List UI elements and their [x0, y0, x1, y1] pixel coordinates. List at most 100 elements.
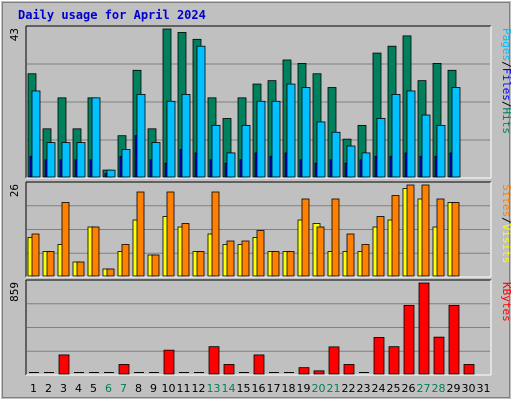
bar-pages-day-22	[346, 145, 356, 178]
day-label-28: 28	[432, 382, 446, 395]
bar-pages-day-28	[436, 124, 446, 178]
bar-kbytes-day-6	[104, 372, 114, 373]
bar-sites-day-21	[331, 198, 340, 277]
bar-kbytes-day-4	[74, 372, 84, 373]
x-axis-labels: 1 2 3 4 5 6 7 8 9 10 11 12 13 14 15 16 17 18 19 20 21 22 23 24 2…	[30, 382, 491, 395]
y-max-label: 26	[8, 184, 21, 197]
bar-kbytes-day-29	[448, 304, 460, 375]
legend-entry: /	[500, 217, 512, 224]
bar-sites-day-24	[376, 216, 385, 277]
bar-sites-day-5	[91, 226, 100, 277]
bar-kbytes-day-25	[388, 346, 400, 375]
bar-kbytes-day-18	[284, 372, 294, 373]
day-label-17: 17	[267, 382, 281, 395]
day-label-7: 7	[120, 382, 127, 395]
panel-legend: KBytes	[500, 282, 512, 322]
bar-kbytes-day-20	[313, 370, 325, 375]
bar-kbytes-day-1	[29, 372, 39, 373]
bar-kbytes-day-12	[194, 372, 204, 373]
day-label-4: 4	[75, 382, 82, 395]
day-label-31: 31	[477, 382, 491, 395]
legend-entry: Files	[500, 68, 512, 101]
bar-sites-day-26	[406, 184, 415, 277]
day-label-1: 1	[30, 382, 37, 395]
bar-kbytes-day-30	[463, 364, 475, 375]
day-label-5: 5	[90, 382, 97, 395]
bar-kbytes-day-27	[418, 282, 430, 375]
bar-kbytes-day-8	[134, 372, 144, 373]
bar-sites-day-23	[361, 244, 370, 277]
day-label-23: 23	[357, 382, 371, 395]
bar-pages-day-5	[91, 97, 101, 178]
day-label-13: 13	[207, 382, 221, 395]
bar-sites-day-2	[46, 251, 55, 277]
bar-sites-day-29	[451, 202, 460, 277]
day-label-6: 6	[105, 382, 112, 395]
day-label-24: 24	[372, 382, 386, 395]
series-kbytes	[29, 282, 475, 375]
bar-kbytes-day-23	[359, 372, 369, 373]
bar-kbytes-day-5	[89, 372, 99, 373]
bar-sites-day-7	[121, 244, 130, 277]
day-label-20: 20	[312, 382, 326, 395]
bar-pages-day-24	[376, 118, 386, 178]
panel-legend: Pages/Files/Hits	[500, 28, 512, 134]
bar-sites-day-13	[211, 191, 220, 277]
legend-entry: Hits	[500, 108, 512, 135]
legend-entry: Pages	[500, 28, 512, 61]
bar-kbytes-day-9	[149, 372, 159, 373]
bar-kbytes-day-26	[403, 304, 415, 375]
bar-kbytes-day-11	[179, 372, 189, 373]
legend-entry: KBytes	[500, 282, 512, 322]
bar-pages-day-23	[361, 152, 371, 178]
bar-pages-day-10	[166, 100, 176, 178]
bar-kbytes-day-24	[373, 337, 385, 375]
bar-kbytes-day-7	[118, 364, 130, 375]
bar-pages-day-7	[121, 149, 131, 178]
bar-sites-day-27	[421, 184, 430, 277]
bar-kbytes-day-19	[298, 367, 310, 375]
bar-kbytes-day-28	[433, 336, 445, 375]
bar-pages-day-21	[331, 131, 341, 178]
bar-sites-day-17	[271, 251, 280, 277]
day-label-30: 30	[462, 382, 476, 395]
legend-entry: Visits	[500, 224, 512, 264]
bar-kbytes-day-10	[163, 349, 175, 375]
bar-sites-day-11	[181, 223, 190, 277]
series-pages	[31, 45, 461, 178]
bar-kbytes-day-2	[44, 372, 54, 373]
bar-pages-day-9	[151, 142, 161, 178]
bar-pages-day-26	[406, 90, 416, 178]
series-sites	[31, 184, 460, 277]
bar-sites-day-28	[436, 198, 445, 277]
day-label-21: 21	[327, 382, 341, 395]
day-label-26: 26	[402, 382, 416, 395]
day-label-9: 9	[150, 382, 157, 395]
bar-pages-day-2	[46, 142, 56, 178]
bar-pages-day-13	[211, 124, 221, 178]
bar-pages-day-3	[61, 142, 71, 178]
legend-entry: Sites	[500, 184, 512, 217]
chart-title: Daily usage for April 2024	[18, 8, 206, 22]
day-label-2: 2	[45, 382, 52, 395]
bar-pages-day-16	[256, 100, 266, 178]
bar-sites-day-4	[76, 261, 85, 277]
day-label-22: 22	[342, 382, 356, 395]
y-max-label: 43	[8, 28, 21, 41]
day-label-15: 15	[237, 382, 251, 395]
day-label-12: 12	[192, 382, 206, 395]
legend-entry: /	[500, 101, 512, 108]
bar-pages-day-25	[391, 93, 401, 178]
day-label-29: 29	[447, 382, 461, 395]
bar-sites-day-19	[301, 198, 310, 277]
bar-pages-day-18	[286, 83, 296, 178]
bar-sites-day-8	[136, 191, 145, 277]
bar-sites-day-9	[151, 254, 160, 277]
bar-kbytes-day-13	[208, 346, 220, 375]
bar-pages-day-17	[271, 100, 281, 178]
bar-pages-day-27	[421, 114, 431, 178]
day-label-25: 25	[387, 382, 401, 395]
bar-pages-day-8	[136, 93, 146, 178]
